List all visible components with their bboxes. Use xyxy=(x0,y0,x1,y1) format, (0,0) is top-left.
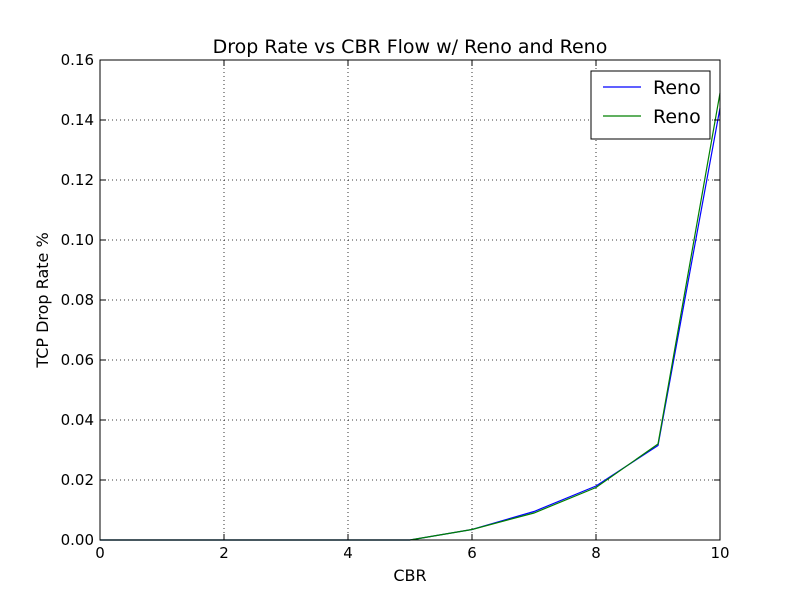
y-tick-label: 0.08 xyxy=(61,291,94,309)
y-tick-label: 0.02 xyxy=(61,471,94,489)
y-tick-label: 0.00 xyxy=(61,531,94,549)
x-tick-label: 2 xyxy=(219,544,229,562)
y-tick-label: 0.04 xyxy=(61,411,94,429)
y-tick-label: 0.06 xyxy=(61,351,94,369)
legend-label: Reno xyxy=(653,77,701,99)
x-tick-label: 6 xyxy=(467,544,477,562)
x-axis-label: CBR xyxy=(393,566,426,585)
y-axis-label: TCP Drop Rate % xyxy=(33,232,52,368)
x-tick-label: 4 xyxy=(343,544,353,562)
y-tick-label: 0.12 xyxy=(61,171,94,189)
legend: Reno Reno xyxy=(591,71,710,139)
y-tick-label: 0.16 xyxy=(61,51,94,69)
x-tick-label: 0 xyxy=(95,544,105,562)
chart-title: Drop Rate vs CBR Flow w/ Reno and Reno xyxy=(213,36,608,58)
x-tick-label: 10 xyxy=(710,544,729,562)
legend-label: Reno xyxy=(653,106,701,128)
y-tick-label: 0.10 xyxy=(61,231,94,249)
y-tick-label: 0.14 xyxy=(61,111,94,129)
x-tick-label: 8 xyxy=(591,544,601,562)
